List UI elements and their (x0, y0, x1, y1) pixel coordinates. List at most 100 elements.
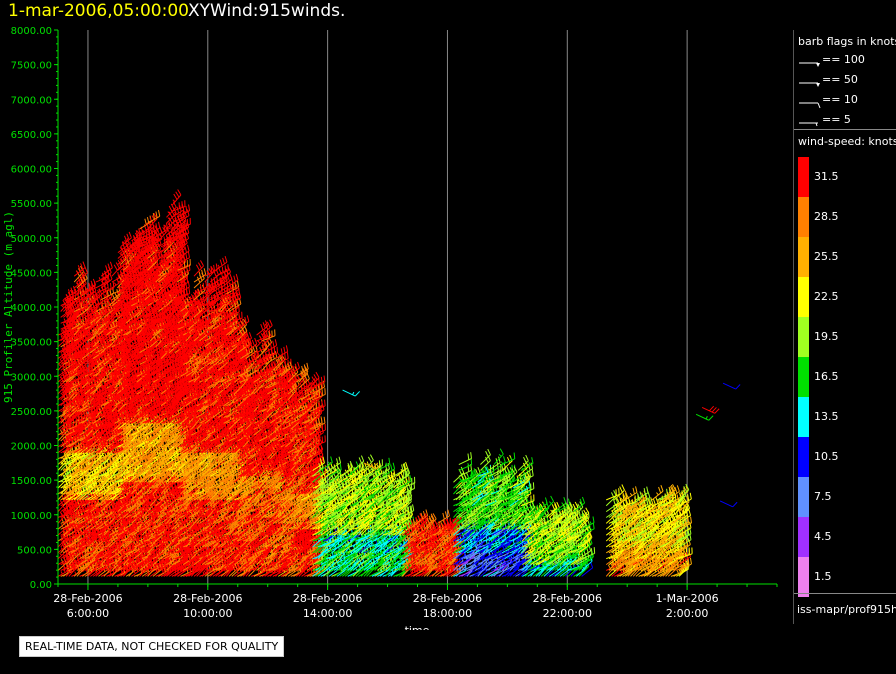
barb-half-flag (65, 411, 68, 415)
barb-half-flag (63, 318, 66, 322)
barb-half-flag (59, 552, 63, 556)
barb-half-flag (61, 305, 65, 309)
barb-half-flag (67, 546, 71, 550)
barb-flag (73, 511, 76, 518)
barb-flag (109, 282, 112, 290)
wind-barb (57, 354, 69, 365)
wind-barb (63, 457, 77, 465)
barb-flag (89, 295, 93, 302)
barb-flag (65, 365, 68, 373)
barb-half-flag (64, 305, 68, 309)
barb-half-flag (66, 400, 69, 404)
wind-barb (65, 519, 77, 530)
wind-barb (57, 477, 69, 489)
barb-half-flag (61, 329, 65, 332)
barb-flag (70, 287, 74, 294)
barb-flag (105, 265, 109, 272)
barb-half-flag (59, 417, 63, 421)
barb-half-flag (61, 540, 65, 544)
barb-flag (107, 284, 109, 291)
wind-barb (65, 459, 76, 471)
barb-half-flag (64, 352, 68, 356)
barb-half-flag (64, 517, 68, 521)
wind-barb (57, 430, 68, 442)
wind-barb (57, 489, 68, 501)
barb-flag (75, 509, 79, 516)
barb-half-flag (63, 565, 66, 569)
barb-flag (84, 266, 88, 274)
barb-half-flag (64, 340, 68, 344)
wind-barb (63, 377, 73, 389)
barb-flag (68, 359, 71, 367)
barb-half-flag (63, 529, 66, 534)
barb-half-flag (68, 506, 71, 510)
barb-flag (103, 293, 106, 300)
barb-half-flag (74, 571, 77, 575)
barb-half-flag (69, 536, 72, 540)
barb-half-flag (65, 329, 69, 333)
barb-half-flag (61, 393, 65, 397)
barb-half-flag (62, 388, 66, 392)
barb-flag (68, 371, 71, 378)
barb-flag (113, 264, 118, 271)
barb-half-flag (61, 334, 65, 338)
barb-half-flag (65, 294, 68, 298)
wind-barb (63, 429, 77, 436)
wind-barb (60, 324, 71, 336)
barb-flag (73, 285, 76, 293)
barb-flag (72, 290, 74, 297)
barb-flag (64, 410, 68, 418)
barb-half-flag (62, 364, 66, 368)
title-time: 1-mar-2006,05:00:00 (8, 1, 189, 21)
barb-layer (57, 189, 741, 577)
barb-half-flag (59, 376, 63, 380)
wind-barb (60, 412, 71, 424)
barb-half-flag (62, 376, 66, 380)
barb-flag (62, 299, 67, 306)
barb-half-flag (61, 399, 65, 403)
barb-half-flag (65, 535, 69, 539)
barb-flag (82, 261, 86, 268)
wind-barb (65, 470, 80, 477)
barb-flag (100, 295, 104, 302)
barb-flag (68, 552, 73, 560)
barb-flag (66, 545, 70, 553)
barb-half-flag (65, 388, 68, 392)
barb-half-flag (62, 429, 65, 433)
wind-barb (57, 560, 69, 571)
wind-barb (63, 490, 75, 501)
barb-half-flag (65, 347, 68, 351)
barb-half-flag (66, 418, 69, 422)
wind-barb (65, 472, 78, 483)
wind-barb (60, 388, 71, 401)
barb-half-flag (60, 512, 64, 516)
barb-flag (66, 477, 71, 485)
barb-half-flag (69, 488, 72, 492)
barb-flag (65, 511, 70, 519)
wind-barb (57, 459, 68, 471)
wind-barb (63, 463, 77, 471)
wind-barb (63, 554, 75, 565)
barb-flag (62, 436, 66, 443)
barb-half-flag (109, 571, 112, 575)
wind-barb (60, 471, 71, 483)
barb-flag (62, 412, 65, 419)
barb-half-flag (66, 570, 70, 573)
wind-barb-chart: 0.00500.001000.001500.002000.002500.0030… (2, 26, 778, 630)
barb-half-flag (71, 470, 74, 474)
barb-flag (68, 289, 71, 296)
barb-flag (67, 406, 71, 413)
barb-half-flag (63, 324, 66, 328)
barb-flag (67, 475, 71, 482)
barb-half-flag (61, 534, 65, 538)
wind-barb (63, 451, 77, 460)
wind-barb (60, 423, 74, 430)
barb-half-flag (63, 353, 66, 357)
barb-half-flag (62, 347, 66, 351)
title-product: XYWind:915winds. (188, 1, 345, 21)
barb-half-flag (62, 506, 66, 510)
barb-half-flag (64, 311, 68, 315)
barb-flag (59, 382, 64, 389)
barb-half-flag (67, 529, 71, 533)
observation-block (57, 260, 131, 577)
